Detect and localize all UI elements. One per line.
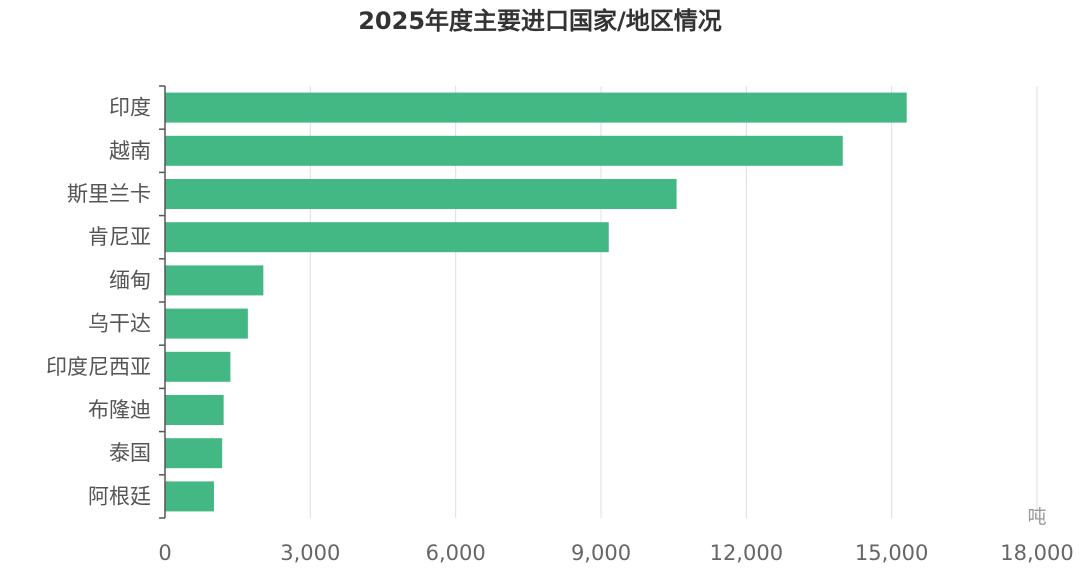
bar-3 [165, 222, 609, 253]
x-tick-label-3: 9,000 [571, 541, 631, 565]
bar-1 [165, 135, 843, 166]
category-label-0: 印度 [109, 96, 151, 120]
x-tick-label-4: 12,000 [710, 541, 783, 565]
bar-5 [165, 308, 248, 339]
x-tick-label-6: 18,000 [1000, 541, 1073, 565]
x-tick-label-0: 0 [158, 541, 171, 565]
bar-4 [165, 265, 264, 296]
category-label-2: 斯里兰卡 [67, 182, 151, 206]
x-tick-label-5: 15,000 [855, 541, 928, 565]
category-label-4: 缅甸 [109, 268, 151, 292]
x-tick-label-1: 3,000 [280, 541, 340, 565]
bar-8 [165, 438, 223, 469]
bar-6 [165, 351, 231, 382]
chart-title: 2025年度主要进口国家/地区情况 [358, 7, 722, 35]
x-unit-label: 吨 [1027, 506, 1046, 528]
y-axis [159, 85, 166, 519]
x-tick-label-2: 6,000 [426, 541, 486, 565]
category-label-6: 印度尼西亚 [46, 355, 151, 379]
bar-0 [165, 92, 907, 123]
category-label-9: 阿根廷 [88, 484, 151, 508]
bar-7 [165, 395, 224, 425]
category-label-8: 泰国 [109, 441, 151, 465]
category-label-7: 布隆迪 [88, 398, 151, 422]
bar-9 [165, 481, 214, 512]
x-tick-labels: 0 3,000 6,000 9,000 12,000 15,000 18,000 [158, 541, 1073, 565]
bar-2 [165, 179, 677, 209]
category-label-1: 越南 [109, 139, 151, 163]
category-label-3: 肯尼亚 [88, 225, 151, 249]
bars [165, 92, 907, 512]
category-label-5: 乌干达 [88, 312, 151, 336]
